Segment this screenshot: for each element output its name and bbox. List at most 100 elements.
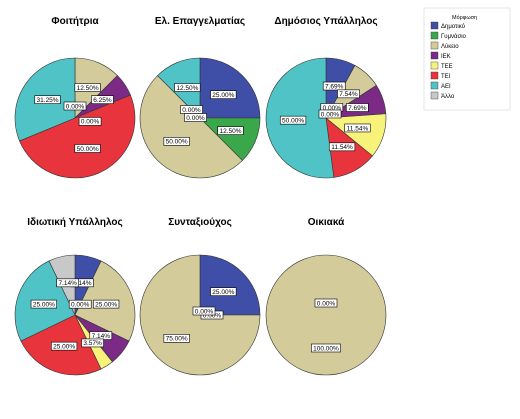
slice-data-label: 6.25% xyxy=(91,95,114,104)
slice-label-text: 7.14% xyxy=(92,333,111,340)
slice-data-label: 7.69% xyxy=(322,81,346,91)
pie-panel: Ελ. Επαγγελματίας 25.00% 12.50% 50.00% 0.00%… xyxy=(139,16,261,179)
slice-label-text: 100.00% xyxy=(313,345,339,352)
slice-label-text: 50.00% xyxy=(77,146,99,153)
legend-swatch xyxy=(430,71,439,80)
pie-slice-ce94ceb7cebccebfcf84ceb9cebacf8c xyxy=(199,254,261,316)
slice-label-box xyxy=(78,117,102,126)
slice-label-text: 0.00% xyxy=(66,103,85,110)
slice-label-box xyxy=(68,299,92,309)
slice-label-box xyxy=(91,95,114,104)
pie-panel: Δημόσιος Υπάλληλος7.69%0.00%7.54%7.69%11… xyxy=(265,16,387,179)
slice-label-box xyxy=(74,83,101,92)
slice-label-text: 50.00% xyxy=(166,139,188,146)
slice-label-text: 12.50% xyxy=(176,85,198,92)
legend-label: ΙΕΚ xyxy=(441,54,451,60)
slice-label-text: 12.50% xyxy=(219,128,241,135)
chart-title: Ελ. Επαγγελματίας xyxy=(155,16,245,27)
slice-data-label: 25.00% xyxy=(210,90,237,99)
slice-data-label: 7.14% xyxy=(56,278,79,288)
pie-slice-ce9bcf8dcebaceb5ceb9cebf xyxy=(265,254,387,376)
legend: Μόρφωση Δημοτικό Γυμνάσιο Λύκειο ΙΕΚ ΤΕΕ ΤΕΙ ΑΕ… xyxy=(423,7,511,111)
slice-data-label: 50.00% xyxy=(279,115,307,124)
slice-data-label: 100.00% xyxy=(311,343,341,353)
slice-data-label: 0.00% xyxy=(192,306,216,316)
slice-data-label: 50.00% xyxy=(163,137,190,146)
slice-label-text: 11.54% xyxy=(347,125,369,132)
legend-item: ΑΕΙ xyxy=(430,81,451,90)
slice-label-box xyxy=(311,343,341,353)
slice-data-label: 3.57% xyxy=(81,338,104,347)
slice-data-label: 7.14% xyxy=(89,331,113,340)
slice-label-box xyxy=(163,137,190,146)
slice-data-label: 25.00% xyxy=(210,287,237,296)
legend-swatch xyxy=(430,41,439,50)
slice-label-box xyxy=(210,287,237,296)
slice-data-label: 12.50% xyxy=(74,83,101,92)
slice-label-box xyxy=(314,298,338,308)
slice-label-text: 7.14% xyxy=(58,280,77,287)
slice-data-label: 50.00% xyxy=(74,144,101,153)
slice-label-text: 31.25% xyxy=(37,97,59,104)
slice-data-label: 0.00% xyxy=(180,105,203,114)
slice-data-label: 0.00% xyxy=(318,109,342,119)
slice-label-text: 25.00% xyxy=(212,289,234,296)
slice-label-text: 12.50% xyxy=(77,85,99,92)
pie-slice-ce9bcf8dcebaceb5ceb9cebf xyxy=(139,75,243,179)
legend-swatch xyxy=(430,91,439,100)
legend-label: ΤΕΕ xyxy=(441,64,453,70)
slice-label-text: 0.00% xyxy=(81,119,100,126)
slice-data-label: 25.00% xyxy=(30,299,57,309)
pie-panel: Συνταξιούχος 25.00% 0.00% 75.00% 0.00% xyxy=(139,217,261,376)
slice-data-label: 11.54% xyxy=(328,142,356,152)
slice-label-text: 0.00% xyxy=(203,312,222,319)
legend-item: Άλλο xyxy=(430,91,455,100)
pie-slice-ce9bcf8dcebaceb5ceb9cebf xyxy=(139,254,261,376)
legend-swatch xyxy=(430,21,439,30)
slice-label-text: 0.00% xyxy=(195,308,214,315)
slice-data-label: 25.00% xyxy=(51,341,78,351)
slice-label-text: 6.25% xyxy=(93,97,112,104)
legend-item: Γυμνάσιο xyxy=(430,31,467,40)
slice-data-label: 11.54% xyxy=(344,123,371,133)
slice-data-label: 0.00% xyxy=(68,299,92,309)
pie-slice-cea4ce95ce99 xyxy=(19,94,136,179)
slice-label-box xyxy=(344,123,371,133)
slice-label-box xyxy=(163,334,190,343)
legend-label: Άλλο xyxy=(441,94,455,100)
slice-data-label: 12.50% xyxy=(217,126,244,135)
slice-data-label: 0.00% xyxy=(184,113,207,122)
slice-label-text: 7.54% xyxy=(339,91,358,98)
slice-data-label: 0.00% xyxy=(314,298,338,308)
slice-label-box xyxy=(318,109,342,119)
slice-label-box xyxy=(217,126,244,135)
slice-label-box xyxy=(346,103,369,112)
slice-label-text: 0.00% xyxy=(317,300,336,307)
legend-label: ΑΕΙ xyxy=(441,84,451,90)
slice-label-box xyxy=(174,83,201,92)
chart-title: Οικιακά xyxy=(308,217,345,228)
chart-title: Ιδιωτική Υπάλληλος xyxy=(27,217,123,228)
legend-item: ΙΕΚ xyxy=(430,51,451,60)
slice-data-label: 7.54% xyxy=(337,89,360,99)
legend-title: Μόρφωση xyxy=(452,14,477,21)
slice-label-text: 25.00% xyxy=(53,343,75,350)
slice-data-label: 31.25% xyxy=(34,95,61,104)
slice-label-box xyxy=(63,101,87,111)
slice-label-box xyxy=(30,299,57,309)
slice-label-text: 50.00% xyxy=(282,117,304,124)
slice-label-box xyxy=(337,89,360,99)
legend-swatch xyxy=(430,31,439,40)
slice-label-box xyxy=(34,95,61,104)
slice-data-label: 0.00% xyxy=(63,101,87,111)
slice-label-box xyxy=(56,278,79,288)
legend-item: ΤΕΕ xyxy=(430,61,453,70)
pie-panel: Φοιτήτρια 0.00% 12.50% 6.25% 0.00% 50.00% 31.2… xyxy=(14,16,136,179)
slice-label-text: 11.54% xyxy=(331,144,353,151)
slice-label-box xyxy=(51,341,78,351)
slice-data-label: 0.00% xyxy=(78,117,102,126)
slice-label-box xyxy=(328,142,356,152)
slice-label-box xyxy=(192,306,216,316)
